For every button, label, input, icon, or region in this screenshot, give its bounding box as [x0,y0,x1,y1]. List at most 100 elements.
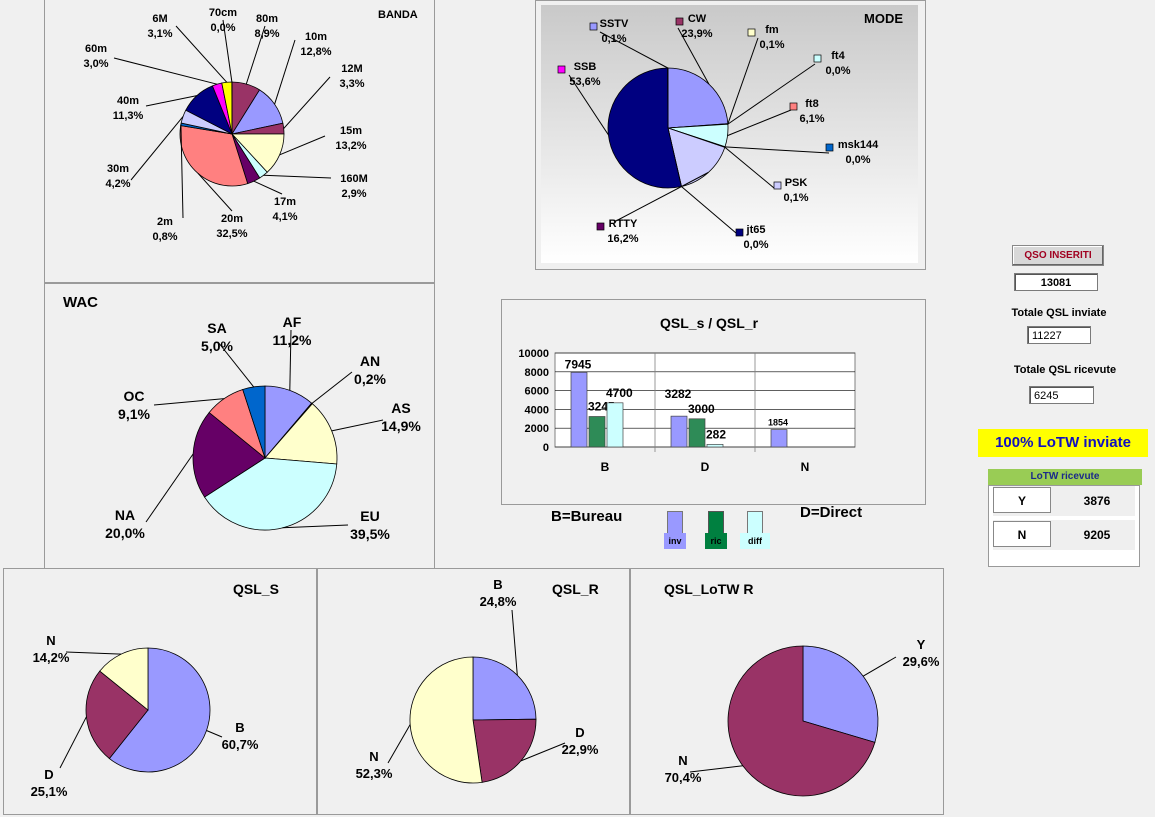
qsl_s-slice-b [108,647,211,773]
qsl_r-slice-label: D [575,725,584,740]
mode-leader-line [724,146,830,154]
mode-leader-line [613,172,709,223]
lotw-row-key: N [993,521,1051,547]
banda-slice-20m [179,125,249,187]
mode-slice-value: 23,9% [681,28,712,40]
lotw-row-key: Y [993,487,1051,513]
lotw-inviate-banner: 100% LoTW inviate [978,429,1148,457]
wac-slice-value: 39,5% [350,526,390,542]
bureau-note: B=Bureau [551,508,622,525]
mode-marker-msk144 [789,102,798,111]
mode-slice-value: 0,0% [845,154,870,166]
banda-slice-value: 2,9% [341,188,366,200]
bar-value-label: 4700 [606,386,633,400]
mode-leader-line [727,63,816,125]
mode-slice-value: 0,1% [759,39,784,51]
bar-ytick-label: 8000 [525,367,549,379]
mode-slice-label: jt65 [746,224,766,236]
banda-slice-value: 0,8% [152,231,177,243]
qsl_s-slice-n [99,647,149,711]
banda-slice-label: 10m [305,31,327,43]
mode-slice-value: 0,0% [743,239,768,251]
banda-slice-value: 0,0% [210,22,235,34]
banda-leader-line [197,172,233,212]
mode-marker-ft8 [813,54,822,63]
wac-slice-value: 11,2% [273,332,312,348]
mode-slice-value: 16,2% [607,233,638,245]
mode-marker-ft4 [747,28,756,37]
mode-leader-line [568,74,609,136]
mode-slice-label: SSTV [600,18,629,30]
wac-title: WAC [63,294,98,311]
mode-marker-fm [675,17,684,26]
qsl-inviate-field[interactable]: 11227 [1027,326,1091,344]
bar-value-label: 3000 [688,402,715,416]
lotw-row-value: 9205 [1083,528,1111,542]
qsl_s-slice-label: B [235,720,244,735]
qsl-r-title: QSL_R [552,581,599,597]
qsl_lotw-leader-line [862,656,897,677]
lotw-row-value: 3876 [1083,494,1111,508]
lotw-ricevute-header: LoTW ricevute [988,469,1142,485]
mode-marker-cw [589,22,598,31]
qsl_r-slice-value: 24,8% [480,594,517,609]
qsl-r-panel [316,568,631,815]
mode-slice-label: ft8 [805,98,818,110]
banda-slice-label: 20m [221,213,243,225]
bar-ytick-label: 6000 [525,386,549,398]
banda-slice-label: 6M [152,13,167,25]
qso-count-field: 13081 [1014,273,1098,291]
wac-slice-value: 14,9% [381,418,421,434]
qsl_r-slice-label: B [493,577,502,592]
wac-leader-line [217,341,255,388]
mode-slice-label: ft4 [831,50,845,62]
bar-category-label: B [601,460,610,474]
wac-leader-line [145,453,194,523]
mode-leader-line [727,109,792,137]
banda-slice-label: 40m [117,95,139,107]
bar-ric-d [688,418,706,448]
qsl_r-slice-value: 22,9% [562,742,599,757]
qsl-lotw-panel [629,568,944,815]
legend-ric-label: ric [705,533,727,549]
mode-panel [535,0,926,270]
banda-slice-label: 70cm [209,7,237,19]
qsl_lotw-slice-value: 70,4% [665,770,702,785]
bar-diff-d [706,443,724,448]
qsl-ricevute-field[interactable]: 6245 [1029,386,1094,404]
qsl-lotw-title: QSL_LoTW R [664,581,753,597]
mode-slice-label: msk144 [838,139,879,151]
qsl_s-slice-label: D [44,767,53,782]
qsl_r-leader-line [387,724,411,764]
bar-ytick-label: 10000 [518,348,549,360]
bar-diff-b [606,402,624,448]
qsl_lotw-slice-label: Y [917,637,926,652]
banda-panel [44,0,435,284]
legend-diff: diff [740,511,770,551]
wac-slice-label: NA [115,507,135,523]
wac-slice-label: OC [124,388,145,404]
bar-value-label: 7945 [565,357,592,371]
qsl_lotw-slice-value: 29,6% [903,654,940,669]
wac-slice-label: AN [360,353,380,369]
mode-marker-ssb [735,228,744,237]
wac-leader-line [331,419,384,432]
bar-category-label: N [801,460,810,474]
wac-slice-label: AF [283,314,302,330]
mode-marker-rtty [773,181,782,190]
mode-slice-label: SSB [574,61,597,73]
bar-value-label: 1854 [768,418,788,428]
banda-slice-label: 15m [340,125,362,137]
banda-leader-line [253,180,283,195]
banda-slice-value: 3,3% [339,78,364,90]
wac-leader-line [311,371,353,404]
mode-leader-line [677,27,710,85]
banda-leader-line [222,19,233,83]
qsl_r-leader-line [520,742,566,762]
qso-inseriti-button[interactable]: QSO INSERITI [1012,245,1104,266]
wac-slice-value: 20,0% [105,525,145,541]
bar-category-label: D [701,460,710,474]
mode-label-markers [557,17,834,237]
bar-value-label: 3282 [665,387,692,401]
legend-diff-label: diff [740,533,770,549]
